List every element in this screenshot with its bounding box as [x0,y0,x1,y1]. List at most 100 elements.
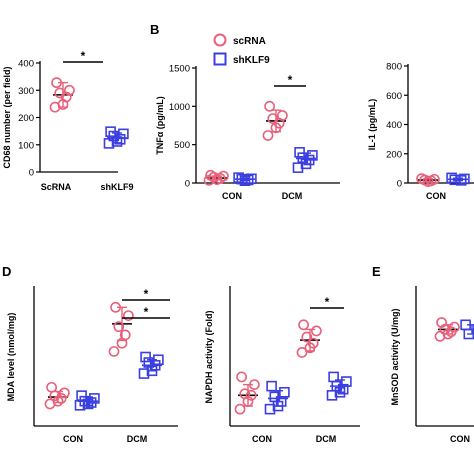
data-point-circle [270,122,282,134]
panel-b-tnfa: B 0 500 1000 1500 TNFα (pg/mL) CON DCM * [150,22,340,201]
data-point-circle [49,390,61,402]
x-category-label: CON [63,434,83,444]
data-point-circle [304,342,316,354]
data-point-square [294,147,305,158]
x-category-label: DCM [127,434,148,444]
y-tick-label: 1000 [169,102,190,113]
data-point-square [297,152,309,163]
x-category-label: shKLF9 [100,182,133,192]
data-point-circle [55,392,67,404]
data-point-circle [116,337,128,349]
data-point-circle [236,371,247,383]
data-point-circle [298,319,309,331]
y-axis-label: IL-1 (pg/mL) [367,99,377,151]
y-tick-label: 400 [18,59,34,70]
data-point-square [279,386,290,398]
data-point-square [239,175,251,186]
data-point-square [236,173,248,185]
data-point-circle [108,346,120,357]
x-category-label: CON [450,434,470,444]
legend-marker-scrna [213,33,227,47]
data-point-square [146,365,158,377]
y-tick-label: 500 [174,140,190,151]
data-point-circle [264,100,275,112]
y-axis-label: NAPDH activity (Fold) [204,310,214,403]
legend-marker-shklf9 [213,52,227,66]
data-point-circle [436,317,447,328]
y-tick-label: 0 [185,179,190,190]
y-tick-label: 0 [397,179,402,190]
data-point-circle [211,174,223,185]
legend-label-scrna: scRNA [233,36,266,47]
data-point-circle [310,325,322,337]
y-tick-label: 200 [386,149,402,160]
data-point-circle [242,396,254,407]
data-point-circle [59,387,70,399]
data-point-square [292,162,304,173]
data-point-circle [44,398,56,410]
significance-star: * [144,287,149,301]
data-point-circle [248,379,260,390]
data-point-circle [234,403,246,415]
data-point-square [103,138,115,149]
x-category-label: CON [426,191,446,201]
y-tick-label: 1500 [169,64,190,75]
data-point-square [82,398,94,410]
data-point-square [326,390,338,401]
data-point-circle [422,176,434,187]
panel-label: E [372,264,381,279]
data-point-square [149,359,161,371]
y-tick-label: 600 [386,91,402,102]
data-point-circle [301,331,313,343]
data-point-circle [64,84,75,96]
data-point-square [337,383,349,395]
panel-napdh: NAPDH activity (Fold) CON DCM * [204,286,360,444]
y-tick-label: 400 [386,120,402,131]
data-point-circle [122,310,134,321]
y-axis-label: MDA level (nmol/mg) [6,313,16,402]
data-point-square [272,400,284,412]
x-category-label: DCM [316,434,337,444]
data-point-circle [245,389,257,401]
y-tick-label: 800 [386,62,402,73]
data-point-circle [110,301,121,313]
x-category-label: CON [252,434,272,444]
panel-e-mnsod: E MnSOD activity (U/mg) CON [372,264,474,444]
y-axis-label: MnSOD activity (U/mg) [390,308,400,405]
data-point-square [114,134,126,145]
data-point-circle [296,346,308,358]
y-tick-label: 0 [29,168,34,179]
y-axis-label: TNFα (pg/mL) [155,96,165,155]
data-point-square [111,136,123,147]
data-point-circle [49,101,61,113]
data-point-circle [203,174,215,186]
panel-d-mda: D MDA level (nmol/mg) CON DCM * * [2,264,178,444]
panel-il1: 0 200 400 600 800 IL-1 (pg/mL) CON [367,62,474,201]
legend: scRNA shKLF9 [213,33,270,66]
data-point-circle [434,330,446,342]
data-point-square [266,380,277,392]
panel-label: B [150,22,159,37]
data-point-square [74,399,86,411]
y-tick-label: 100 [18,140,34,151]
data-point-circle [262,130,274,141]
data-point-square [140,351,151,363]
x-category-label: CON [222,191,242,201]
y-axis-label: CD68 number (per field) [2,66,12,168]
significance-star: * [144,305,149,319]
data-point-square [463,328,474,340]
data-point-circle [51,77,62,89]
legend-label-shklf9: shKLF9 [233,55,270,66]
panel-cd68: 0 100 200 300 400 CD68 number (per field) ScRN… [2,49,134,192]
panel-label: D [2,264,11,279]
x-category-label: ScRNA [41,182,72,192]
data-point-circle [445,326,457,338]
significance-star: * [325,295,330,309]
data-point-square [455,175,467,186]
data-point-square [449,174,461,186]
data-point-square [138,368,150,379]
y-tick-label: 300 [18,86,34,97]
data-point-circle [113,321,125,333]
significance-star: * [288,73,293,87]
